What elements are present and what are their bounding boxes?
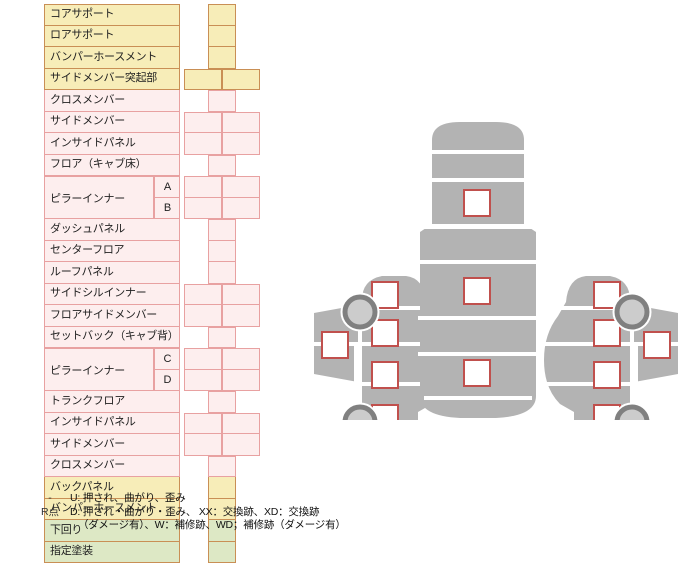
legend-key-rten: R点 — [30, 506, 70, 520]
table-row: コアサポート — [44, 4, 260, 26]
vehicle-diagram — [300, 120, 692, 420]
table-row: ロアサポート — [44, 26, 260, 48]
damage-cell[interactable] — [208, 90, 236, 112]
row-label: インサイドパネル — [44, 133, 180, 155]
legend-text-2: D: 押され・曲がり・歪み、 XX：交換跡、XD：交換跡 — [70, 506, 319, 520]
damage-cell[interactable] — [208, 262, 236, 284]
legend-text-1: U: 押され、曲がり、歪み — [70, 492, 186, 506]
damage-cell[interactable] — [208, 26, 236, 48]
damage-marker — [372, 362, 398, 388]
damage-cell[interactable] — [208, 241, 236, 263]
legend-text-3: （ダメージ有）、W：補修跡、WD；補修跡（ダメージ有） — [30, 519, 346, 533]
table-row: フロアサイドメンバー — [44, 305, 260, 327]
damage-cell[interactable] — [222, 69, 260, 91]
table-row: ルーフパネル — [44, 262, 260, 284]
legend: - U: 押され、曲がり、歪み R点 D: 押され・曲がり・歪み、 XX：交換跡… — [30, 492, 346, 533]
row-label: バンパーホースメント — [44, 47, 180, 69]
damage-cell[interactable] — [208, 327, 236, 349]
row-label: センターフロア — [44, 241, 180, 263]
row-label: ルーフパネル — [44, 262, 180, 284]
damage-cell[interactable] — [208, 155, 236, 177]
damage-cell[interactable] — [184, 370, 222, 392]
table-row: インサイドパネル — [44, 413, 260, 435]
table-row: フロア（キャブ床） — [44, 155, 260, 177]
damage-marker — [464, 190, 490, 216]
damage-cell[interactable] — [208, 47, 236, 69]
row-label: クロスメンバー — [44, 90, 180, 112]
damage-marker — [594, 362, 620, 388]
row-label: フロアサイドメンバー — [44, 305, 180, 327]
table-row: クロスメンバー — [44, 456, 260, 478]
damage-cell[interactable] — [184, 198, 222, 220]
top-view — [418, 122, 538, 418]
table-row: サイドメンバー突起部 — [44, 69, 260, 91]
damage-cell[interactable] — [184, 133, 222, 155]
row-label: 指定塗装 — [44, 542, 180, 563]
legend-key-dash: - — [30, 492, 70, 506]
damage-cell[interactable] — [222, 133, 260, 155]
damage-cell[interactable] — [208, 4, 236, 26]
damage-cell[interactable] — [222, 348, 260, 370]
damage-cell[interactable] — [222, 413, 260, 435]
damage-marker — [464, 278, 490, 304]
damage-cell[interactable] — [222, 198, 260, 220]
table-row: トランクフロア — [44, 391, 260, 413]
legend-row-1: - U: 押され、曲がり、歪み — [30, 492, 346, 506]
table-row: インサイドパネル — [44, 133, 260, 155]
inspection-sheet: コアサポートロアサポートバンパーホースメントサイドメンバー突起部クロスメンバーサ… — [0, 0, 692, 535]
row-label: セットバック（キャブ背） — [44, 327, 180, 349]
row-label: サイドメンバー突起部 — [44, 69, 180, 91]
row-label: サイドメンバー — [44, 434, 180, 456]
damage-cell[interactable] — [184, 434, 222, 456]
damage-table: コアサポートロアサポートバンパーホースメントサイドメンバー突起部クロスメンバーサ… — [44, 4, 260, 563]
row-label: サイドメンバー — [44, 112, 180, 134]
table-row: 指定塗装 — [44, 542, 260, 563]
table-row: ダッシュパネル — [44, 219, 260, 241]
damage-cell[interactable] — [208, 219, 236, 241]
row-label: クロスメンバー — [44, 456, 180, 478]
damage-marker — [644, 332, 670, 358]
table-row: サイドメンバー — [44, 112, 260, 134]
right-side-view — [540, 276, 680, 420]
table-row: センターフロア — [44, 241, 260, 263]
row-label: トランクフロア — [44, 391, 180, 413]
damage-cell[interactable] — [184, 348, 222, 370]
damage-cell[interactable] — [222, 112, 260, 134]
row-label: サイドシルインナー — [44, 284, 180, 306]
damage-cell[interactable] — [184, 112, 222, 134]
table-row: バンパーホースメント — [44, 47, 260, 69]
legend-row-2: R点 D: 押され・曲がり・歪み、 XX：交換跡、XD：交換跡 — [30, 506, 346, 520]
row-label: ダッシュパネル — [44, 219, 180, 241]
damage-cell[interactable] — [184, 69, 222, 91]
damage-cell[interactable] — [208, 456, 236, 478]
row-label: ロアサポート — [44, 26, 180, 48]
damage-cell[interactable] — [208, 542, 236, 563]
damage-marker — [464, 360, 490, 386]
damage-cell[interactable] — [184, 176, 222, 198]
row-label: フロア（キャブ床） — [44, 155, 180, 177]
damage-cell[interactable] — [222, 176, 260, 198]
table-row: サイドシルインナー — [44, 284, 260, 306]
table-row: サイドメンバー — [44, 434, 260, 456]
damage-marker — [372, 320, 398, 346]
table-row: セットバック（キャブ背） — [44, 327, 260, 349]
damage-cell[interactable] — [222, 305, 260, 327]
damage-cell[interactable] — [222, 370, 260, 392]
row-label: ピラーインナー — [44, 348, 154, 391]
damage-cell[interactable] — [184, 413, 222, 435]
row-label: インサイドパネル — [44, 413, 180, 435]
damage-cell[interactable] — [222, 434, 260, 456]
table-row: クロスメンバー — [44, 90, 260, 112]
damage-cell[interactable] — [222, 284, 260, 306]
damage-cell[interactable] — [184, 284, 222, 306]
damage-cell[interactable] — [208, 391, 236, 413]
damage-cell[interactable] — [184, 305, 222, 327]
row-label: コアサポート — [44, 4, 180, 26]
row-label: ピラーインナー — [44, 176, 154, 219]
damage-marker — [322, 332, 348, 358]
damage-marker — [594, 320, 620, 346]
